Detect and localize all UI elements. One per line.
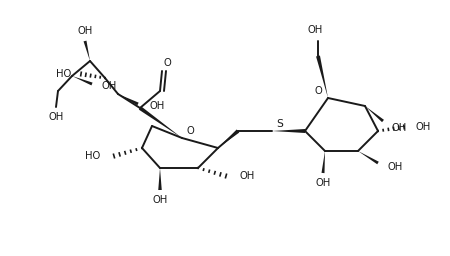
Text: OH: OH xyxy=(102,81,117,91)
Text: HO: HO xyxy=(56,69,71,79)
Polygon shape xyxy=(316,56,328,98)
Polygon shape xyxy=(158,168,162,190)
Polygon shape xyxy=(272,129,305,133)
Polygon shape xyxy=(321,151,325,173)
Polygon shape xyxy=(118,94,139,105)
Text: OH: OH xyxy=(49,112,63,122)
Text: OH: OH xyxy=(240,171,255,181)
Text: O: O xyxy=(163,58,171,68)
Text: O: O xyxy=(186,126,194,136)
Text: HO: HO xyxy=(85,151,100,161)
Text: S: S xyxy=(277,119,284,129)
Polygon shape xyxy=(358,151,379,164)
Text: OH: OH xyxy=(77,26,93,36)
Polygon shape xyxy=(218,130,239,148)
Text: OH: OH xyxy=(153,195,167,205)
Text: OH: OH xyxy=(416,122,431,132)
Text: O: O xyxy=(314,86,322,96)
Text: OH: OH xyxy=(307,25,323,35)
Text: OH: OH xyxy=(315,178,331,188)
Polygon shape xyxy=(365,106,384,122)
Polygon shape xyxy=(72,76,93,86)
Polygon shape xyxy=(84,41,90,61)
Text: OH: OH xyxy=(391,123,406,133)
Text: OH: OH xyxy=(150,101,165,111)
Polygon shape xyxy=(139,106,182,138)
Text: OH: OH xyxy=(388,162,403,172)
